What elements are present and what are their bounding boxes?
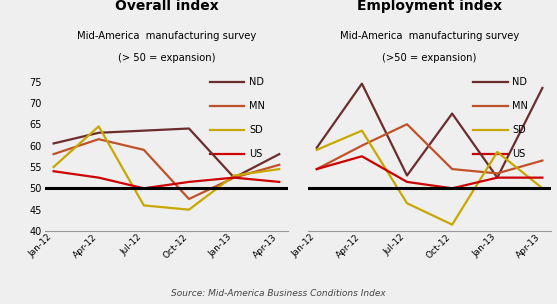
Text: ND: ND (512, 78, 527, 88)
SD (314, 148, 320, 152)
US (449, 186, 456, 190)
US (494, 176, 501, 179)
Text: SD: SD (250, 125, 263, 135)
ND (449, 112, 456, 116)
ND (50, 142, 57, 145)
Text: (>50 = expansion): (>50 = expansion) (383, 54, 477, 64)
US (185, 180, 192, 184)
US (539, 176, 546, 179)
US (50, 169, 57, 173)
SD (50, 165, 57, 169)
Line: ND: ND (317, 84, 543, 178)
Text: Employment index: Employment index (357, 0, 502, 13)
SD (140, 204, 147, 207)
MN (494, 171, 501, 175)
ND (404, 174, 411, 177)
MN (185, 197, 192, 201)
SD (539, 186, 546, 190)
Text: ND: ND (250, 78, 264, 88)
MN (539, 159, 546, 162)
Text: Mid-America  manufacturing survey: Mid-America manufacturing survey (77, 31, 256, 41)
US (231, 176, 237, 179)
SD (276, 167, 282, 171)
ND (185, 127, 192, 130)
US (314, 167, 320, 171)
Text: SD: SD (512, 125, 526, 135)
ND (231, 176, 237, 179)
MN (50, 152, 57, 156)
Line: MN: MN (53, 139, 279, 199)
SD (185, 208, 192, 212)
SD (494, 150, 501, 154)
MN (359, 144, 365, 147)
MN (95, 137, 102, 141)
SD (359, 129, 365, 133)
ND (539, 86, 546, 90)
ND (494, 176, 501, 179)
Text: US: US (250, 149, 262, 159)
Text: Mid-America  manufacturing survey: Mid-America manufacturing survey (340, 31, 519, 41)
SD (449, 223, 456, 226)
US (276, 180, 282, 184)
SD (231, 174, 237, 177)
MN (140, 148, 147, 152)
Text: MN: MN (250, 101, 265, 111)
Text: US: US (512, 149, 526, 159)
Text: MN: MN (512, 101, 529, 111)
Text: Source: Mid-America Business Conditions Index: Source: Mid-America Business Conditions … (171, 289, 386, 298)
Line: US: US (53, 171, 279, 188)
Line: ND: ND (53, 129, 279, 178)
US (95, 176, 102, 179)
Text: Overall index: Overall index (115, 0, 218, 13)
US (140, 186, 147, 190)
Line: MN: MN (317, 124, 543, 173)
MN (231, 176, 237, 179)
US (359, 154, 365, 158)
MN (314, 167, 320, 171)
MN (404, 123, 411, 126)
SD (95, 125, 102, 128)
MN (276, 163, 282, 167)
MN (449, 167, 456, 171)
Text: (> 50 = expansion): (> 50 = expansion) (118, 54, 215, 64)
ND (359, 82, 365, 85)
Line: SD: SD (317, 131, 543, 225)
Line: US: US (317, 156, 543, 188)
ND (95, 131, 102, 135)
ND (276, 152, 282, 156)
ND (140, 129, 147, 133)
SD (404, 202, 411, 205)
ND (314, 146, 320, 150)
Line: SD: SD (53, 126, 279, 210)
US (404, 180, 411, 184)
